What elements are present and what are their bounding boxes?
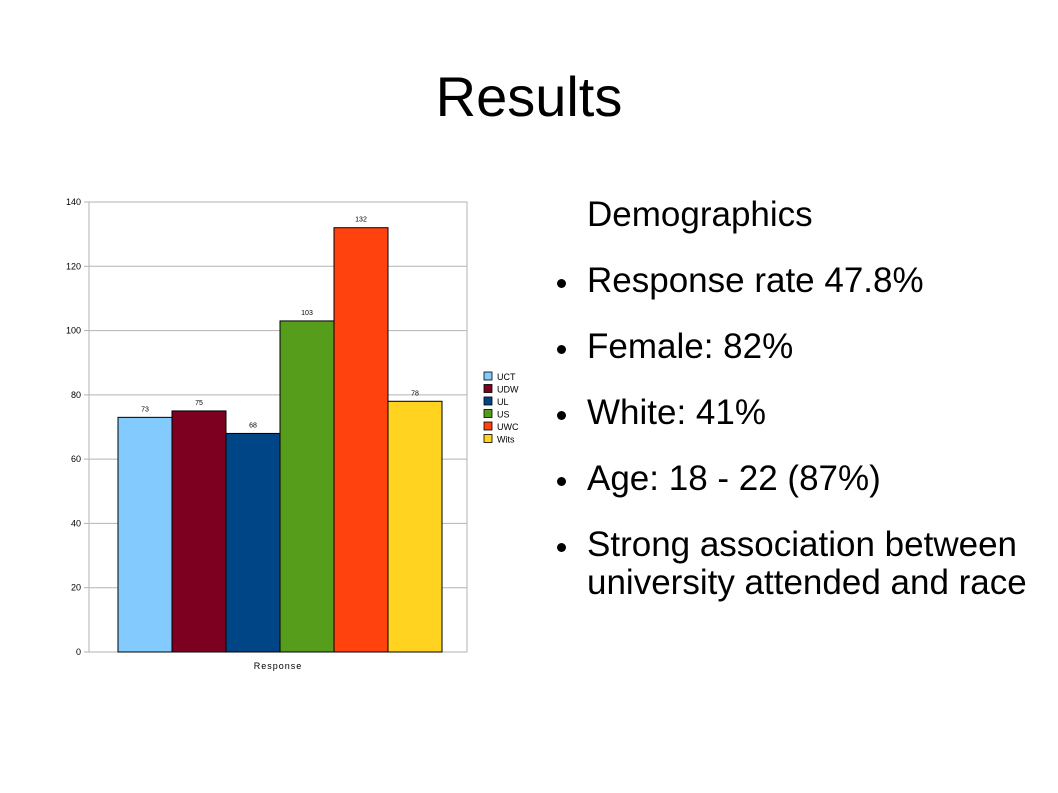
- legend-label: UWC: [497, 422, 519, 432]
- bar-data-label: 132: [355, 217, 367, 224]
- legend-swatch: [483, 384, 493, 393]
- bullet-text: Response rate 47.8%: [587, 261, 924, 300]
- legend-swatch: [483, 371, 493, 381]
- bar-uwc: [333, 227, 389, 653]
- bullet-text: White: 41%: [587, 393, 766, 432]
- y-tick-label: 80: [71, 390, 81, 400]
- legend-swatch: [483, 396, 493, 406]
- y-tick-label: 140: [66, 197, 81, 207]
- y-tick-label: 0: [76, 647, 81, 657]
- bullet-dot-icon: [557, 543, 566, 552]
- bullet-item: Age: 18 - 22 (87%): [555, 460, 1035, 498]
- legend-label: US: [497, 410, 510, 420]
- bar-ul: [225, 432, 281, 653]
- bar-udw: [171, 410, 227, 653]
- y-tick-label: 40: [71, 518, 81, 528]
- bar-chart: 0 20 40 60 80 100 120 140 73 75 68 103 132 78 Response…: [40, 190, 520, 690]
- legend-swatch: [483, 421, 493, 431]
- bullet-dot-icon: [557, 279, 566, 288]
- bullet-item: Response rate 47.8%: [555, 262, 1035, 300]
- demographics-heading: Demographics: [587, 195, 813, 234]
- bar-data-label: 75: [195, 400, 203, 407]
- x-category-label: Response: [254, 661, 303, 671]
- bullet-item: Strong association between university at…: [555, 526, 1035, 602]
- legend-label: UDW: [497, 385, 519, 395]
- legend-swatch: [483, 434, 493, 443]
- bullet-dot-icon: [557, 477, 566, 486]
- legend-label: UCT: [497, 372, 516, 382]
- bullet-dot-icon: [557, 345, 566, 354]
- y-tick-label: 120: [66, 261, 81, 271]
- bullet-item: Female: 82%: [555, 328, 1035, 366]
- bullet-item: White: 41%: [555, 394, 1035, 432]
- legend-swatch: [483, 409, 493, 418]
- bar-wits: [387, 400, 443, 653]
- bullet-text: Strong association between university at…: [587, 525, 1027, 602]
- bar-us: [279, 320, 335, 653]
- bar-data-label: 78: [411, 390, 419, 397]
- bullet-dot-icon: [557, 411, 566, 420]
- y-tick-label: 60: [71, 454, 81, 464]
- bar-data-label: 103: [301, 310, 313, 317]
- bullet-text: Age: 18 - 22 (87%): [587, 459, 881, 498]
- slide-title: Results: [435, 65, 623, 128]
- y-tick-label: 100: [66, 326, 81, 336]
- bullet-text: Female: 82%: [587, 327, 794, 366]
- bar-uct: [117, 416, 173, 653]
- y-tick-label: 20: [71, 583, 81, 593]
- bar-chart-svg: 0 20 40 60 80 100 120 140 73 75 68 103 132 78 Response…: [66, 197, 519, 671]
- bar-data-label: 68: [249, 422, 257, 429]
- bullet-list: Response rate 47.8% Female: 82% White: 4…: [555, 262, 1035, 602]
- demographics-panel: Demographics Response rate 47.8% Female:…: [555, 192, 1035, 630]
- legend-label: Wits: [497, 435, 515, 445]
- legend-label: UL: [497, 397, 509, 407]
- bar-data-label: 73: [141, 406, 149, 413]
